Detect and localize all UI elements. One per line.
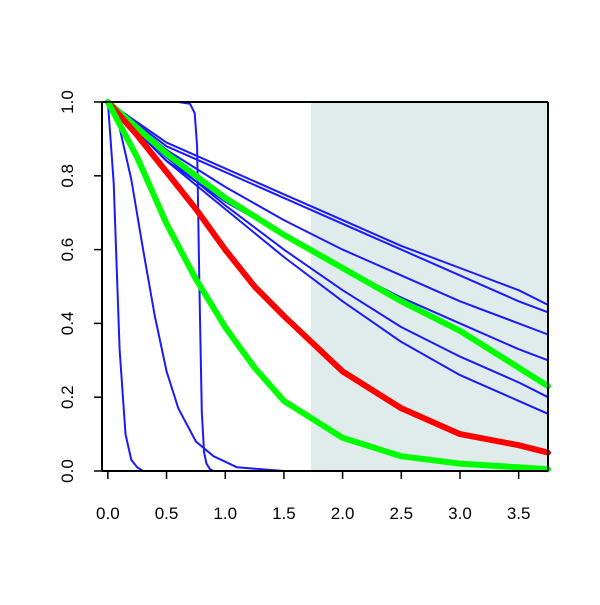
series-line-3 — [106, 101, 549, 472]
shaded-region-layer — [310, 102, 548, 471]
y-axis-ticks: 0.0 0.2 0.4 0.6 0.8 1.0 — [58, 90, 102, 483]
y-tick-label: 0.2 — [58, 385, 77, 409]
y-tick-label: 1.0 — [58, 90, 77, 114]
series-line-11 — [104, 99, 551, 456]
x-tick-label: 3.0 — [448, 504, 472, 523]
x-tick-label: 2.5 — [389, 504, 413, 523]
x-tick-label: 0.0 — [96, 504, 120, 523]
series-line-8 — [106, 101, 549, 399]
y-tick-label: 0.6 — [58, 238, 77, 262]
x-tick-label: 3.5 — [507, 504, 531, 523]
series-line-9 — [106, 101, 549, 415]
series-line-2 — [106, 101, 549, 472]
series-line-7 — [106, 101, 549, 306]
y-tick-label: 0.8 — [58, 164, 77, 188]
series-line-10 — [104, 99, 551, 390]
y-tick-label: 0.4 — [58, 312, 77, 336]
series-layer — [104, 99, 551, 473]
series-line-4 — [106, 101, 549, 336]
series-line-6 — [106, 101, 549, 314]
x-tick-label: 1.0 — [213, 504, 237, 523]
y-tick-label: 0.0 — [58, 459, 77, 483]
axes-layer — [101, 101, 549, 472]
x-tick-label: 2.0 — [331, 504, 355, 523]
x-tick-label: 1.5 — [272, 504, 296, 523]
x-tick-label: 0.5 — [155, 504, 179, 523]
shaded-region — [310, 102, 548, 471]
series-line-12 — [104, 99, 551, 473]
x-axis-ticks: 0.0 0.5 1.0 1.5 2.0 2.5 3.0 3.5 — [96, 471, 530, 523]
